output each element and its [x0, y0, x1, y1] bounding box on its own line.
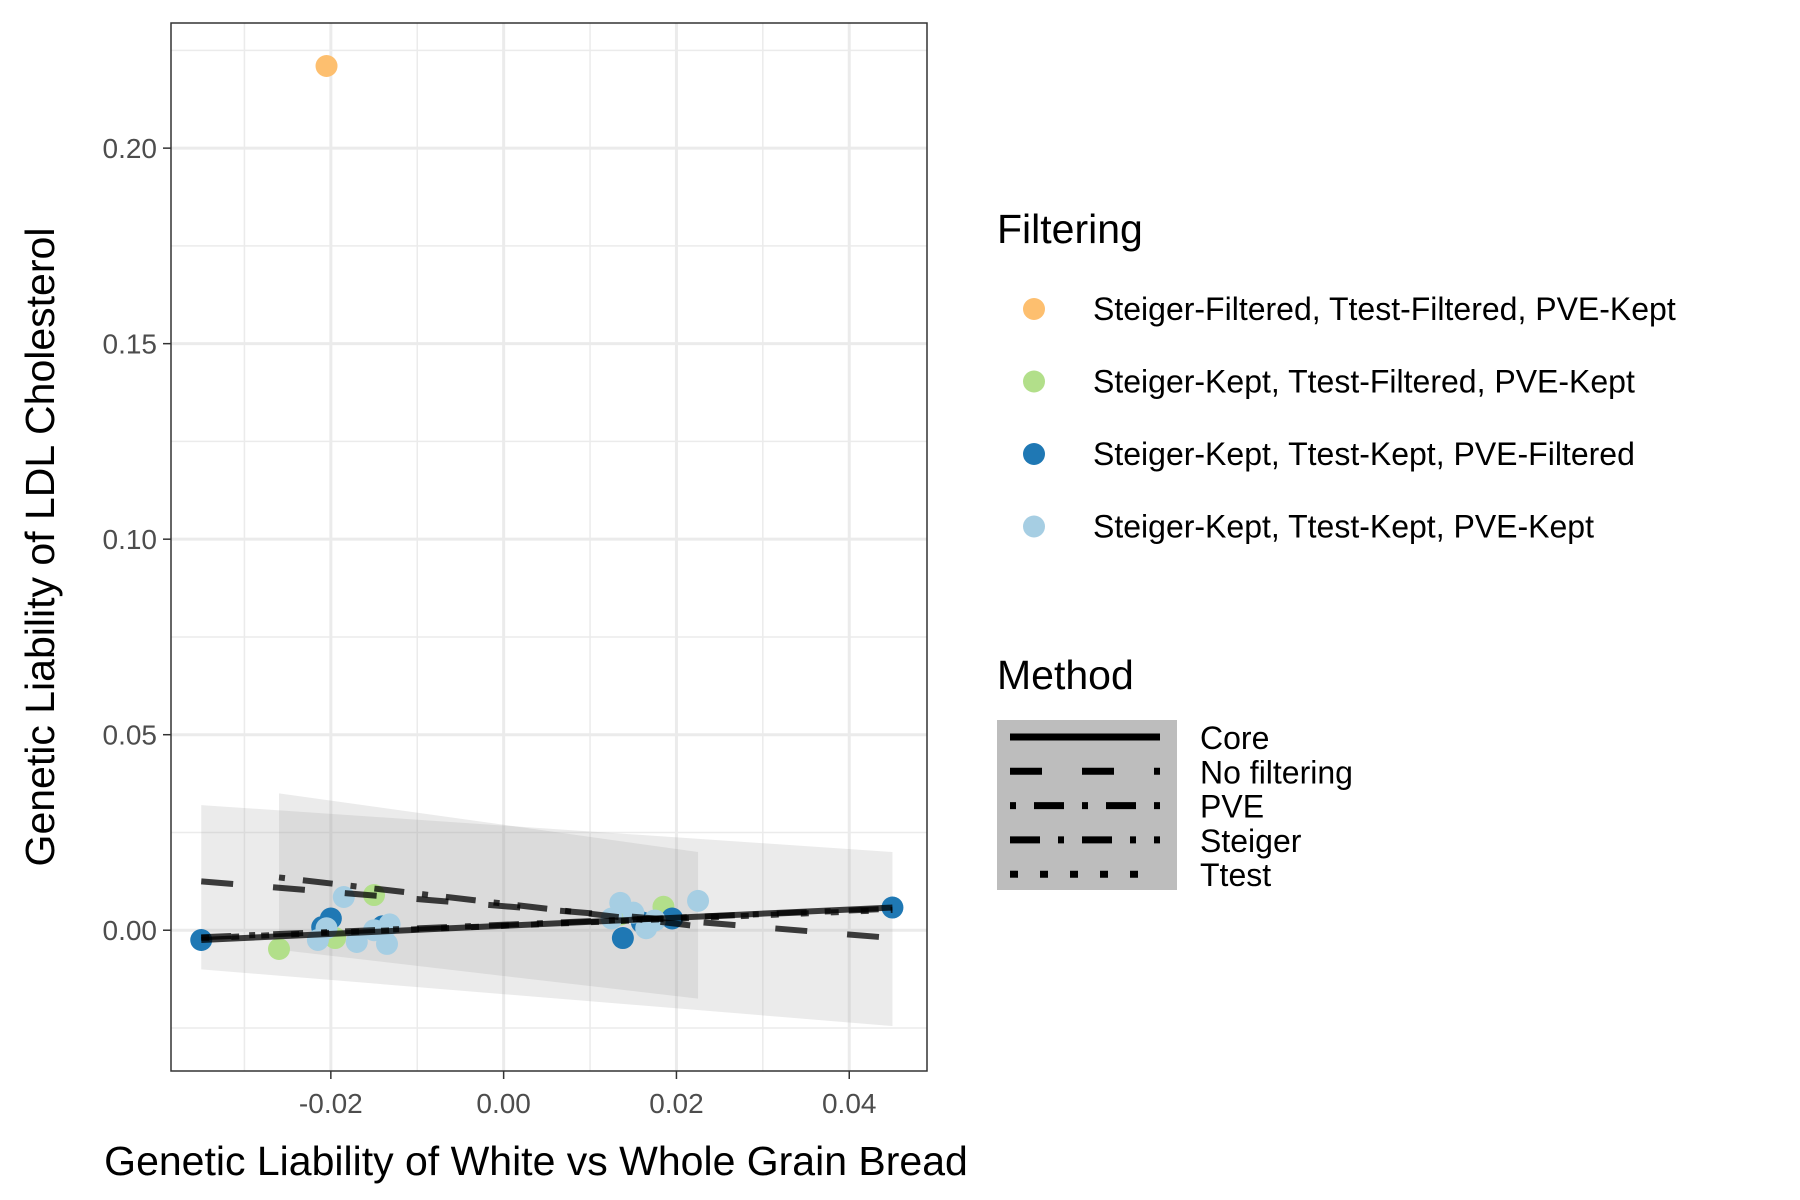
method-label: Core: [1200, 720, 1269, 756]
data-point: [687, 889, 710, 912]
y-tick-label: 0.15: [103, 329, 158, 360]
major-gridlines: [171, 23, 927, 1071]
data-point: [611, 927, 634, 950]
plot-panel: [170, 22, 928, 1072]
fit-lines: [200, 874, 893, 943]
y-tick-label: 0.20: [103, 133, 158, 164]
legend-swatch: [1023, 298, 1045, 320]
panel-background: [171, 23, 927, 1071]
fit-line: [201, 906, 893, 942]
method-label: No filtering: [1200, 754, 1353, 790]
data-point: [376, 932, 398, 955]
legend-label: Steiger-Kept, Ttest-Filtered, PVE-Kept: [1093, 364, 1635, 400]
method-legend-title: Method: [997, 652, 1134, 698]
y-axis: 0.00 0.05 0.10 0.15 0.20: [103, 133, 171, 946]
x-tick-label: 0.00: [476, 1088, 531, 1119]
panel-border: [170, 22, 928, 1072]
method-label: Steiger: [1200, 823, 1302, 859]
fit-line: [200, 878, 893, 942]
x-axis-title: Genetic Liability of White vs Whole Grai…: [104, 1138, 968, 1184]
data-point: [345, 930, 368, 953]
x-tick-label: 0.02: [649, 1088, 704, 1119]
data-point: [332, 885, 355, 908]
y-tick-label: 0.05: [103, 720, 158, 751]
legend-label: Steiger-Filtered, Ttest-Filtered, PVE-Ke…: [1093, 291, 1676, 327]
x-tick-label: -0.02: [299, 1088, 363, 1119]
method-label: Ttest: [1200, 857, 1271, 893]
data-point: [268, 937, 290, 960]
y-tick-label: 0.00: [103, 915, 158, 946]
data-point: [315, 55, 338, 78]
filtering-legend-title: Filtering: [997, 206, 1143, 252]
legend-swatch: [1023, 443, 1045, 465]
method-label: PVE: [1200, 789, 1264, 825]
x-tick-label: 0.04: [822, 1088, 877, 1119]
legend-label: Steiger-Kept, Ttest-Kept, PVE-Filtered: [1093, 436, 1635, 472]
legend-swatch: [1023, 515, 1045, 538]
y-tick-label: 0.10: [103, 524, 158, 555]
legend-swatch: [1023, 370, 1045, 393]
y-axis-title: Genetic Liability of LDL Cholesterol: [17, 228, 63, 867]
x-axis: -0.02 0.00 0.02 0.04: [299, 1071, 877, 1119]
minor-gridlines: [171, 23, 927, 1071]
legend-label: Steiger-Kept, Ttest-Kept, PVE-Kept: [1093, 509, 1594, 545]
confidence-ribbon: [201, 805, 893, 1027]
filtering-legend: Steiger-Filtered, Ttest-Filtered, PVE-Ke…: [1023, 291, 1676, 545]
